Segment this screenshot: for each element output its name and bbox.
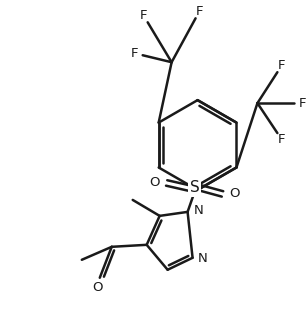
Text: F: F: [131, 47, 139, 60]
Text: N: N: [198, 252, 207, 265]
Text: O: O: [229, 187, 240, 201]
Text: F: F: [278, 59, 285, 72]
Text: F: F: [140, 9, 147, 22]
Text: F: F: [299, 97, 306, 109]
Text: F: F: [196, 5, 203, 18]
Text: O: O: [149, 176, 160, 190]
Text: S: S: [190, 181, 200, 195]
Text: N: N: [194, 204, 203, 217]
Text: F: F: [278, 133, 285, 146]
Text: O: O: [92, 281, 103, 294]
